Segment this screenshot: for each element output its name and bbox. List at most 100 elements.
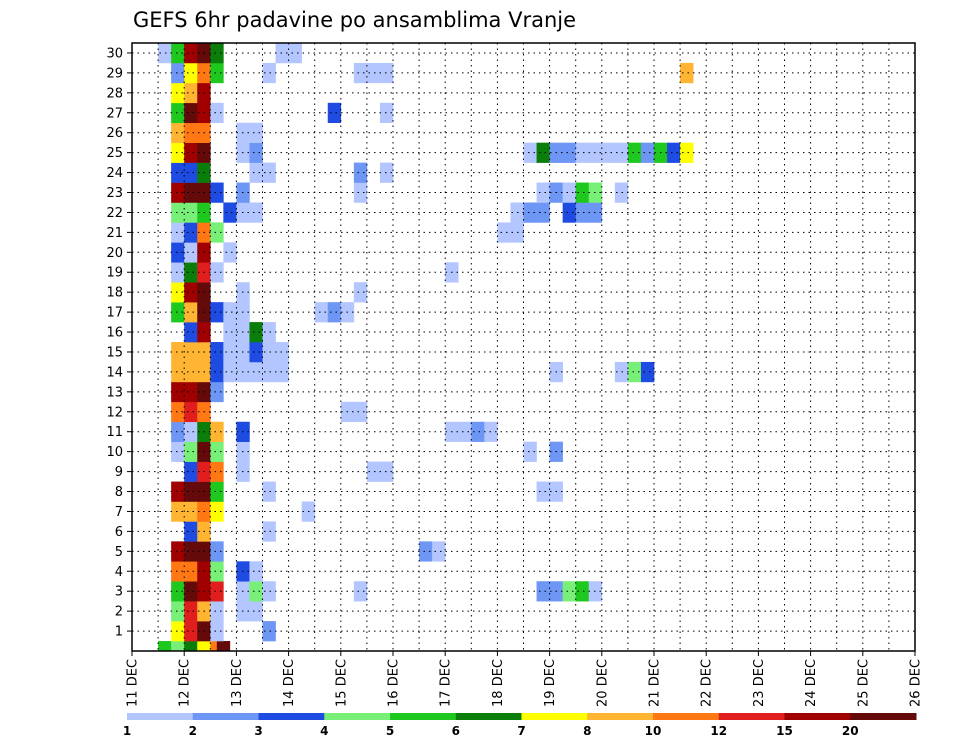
heatmap-cell <box>197 641 211 652</box>
x-tick-label: 24 DEC <box>804 659 819 707</box>
x-tick-label: 22 DEC <box>700 659 715 707</box>
heatmap-cell <box>171 142 185 163</box>
heatmap-cell <box>497 222 511 243</box>
heatmap-cell <box>327 302 342 323</box>
heatmap-cell <box>210 581 224 602</box>
colorbar-segment <box>390 713 457 720</box>
y-tick-label: 12 <box>106 405 123 420</box>
heatmap-cell <box>184 581 198 602</box>
y-tick-label: 8 <box>115 485 123 500</box>
x-tick-label: 12 DEC <box>178 659 193 707</box>
heatmap-cell <box>223 242 237 263</box>
heatmap-cell <box>523 142 537 163</box>
heatmap-cell <box>210 342 224 363</box>
colorbar-label: 3 <box>254 724 262 738</box>
heatmap-cell <box>353 401 368 423</box>
heatmap-cell <box>562 182 576 203</box>
colorbar-label: 10 <box>645 724 662 738</box>
x-axis-ticks: 11 DEC 12 DEC 13 DEC 14 DEC 15 DEC 16 DEC 17 D… <box>126 651 924 707</box>
heatmap-cell <box>184 102 198 124</box>
heatmap-cell <box>223 342 237 363</box>
heatmap-cell <box>680 62 694 84</box>
heatmap-cell <box>262 521 276 542</box>
heatmap-cell <box>184 561 198 582</box>
heatmap-cell <box>210 102 224 124</box>
heatmap-cell <box>471 421 485 442</box>
grid-lines <box>132 43 915 651</box>
heatmap-cell <box>249 342 263 363</box>
heatmap-cell <box>249 581 263 602</box>
heatmap-cell <box>184 222 198 243</box>
x-tick-label: 20 DEC <box>595 659 610 707</box>
heatmap-cell <box>262 621 276 642</box>
y-tick-label: 15 <box>106 345 123 360</box>
colorbar-segment <box>718 713 785 720</box>
heatmap-cell <box>210 541 224 562</box>
heatmap-cell <box>184 62 198 84</box>
heatmap-cell <box>366 62 381 84</box>
x-tick-label: 21 DEC <box>648 659 663 707</box>
heatmap-cell <box>432 541 446 562</box>
x-tick-label: 17 DEC <box>439 659 454 707</box>
heatmap-cell <box>575 142 590 163</box>
heatmap-cell <box>171 262 185 283</box>
heatmap-cell <box>210 621 224 642</box>
heatmap-cell <box>171 43 185 64</box>
colorbar-segment <box>324 713 391 720</box>
y-tick-label: 14 <box>106 365 123 380</box>
heatmap-cell <box>184 302 198 323</box>
heatmap-cell <box>184 202 198 223</box>
heatmap-cell <box>171 302 185 323</box>
heatmap-cell <box>353 282 368 303</box>
heatmap-cell <box>575 182 590 203</box>
x-tick-label: 14 DEC <box>282 659 297 707</box>
heatmap-cell <box>210 182 224 203</box>
heatmap-cell <box>184 282 198 303</box>
heatmap-cell <box>562 142 576 163</box>
heatmap-cell <box>627 361 642 383</box>
heatmap-cell <box>184 641 198 652</box>
heatmap-cell <box>262 342 276 363</box>
y-tick-label: 30 <box>106 46 123 61</box>
heatmap-cell <box>184 381 198 403</box>
colorbar-segment <box>455 713 522 720</box>
heatmap-cell <box>275 43 289 64</box>
heatmap-cell <box>249 122 263 143</box>
heatmap-cell <box>171 441 185 462</box>
heatmap-cell <box>536 142 550 163</box>
y-tick-label: 18 <box>106 286 123 301</box>
heatmap-cell <box>366 461 381 482</box>
heatmap-cell <box>210 262 224 283</box>
heatmap-cell <box>667 142 681 163</box>
heatmap-cell <box>184 421 198 442</box>
heatmap-cell <box>419 541 433 562</box>
y-tick-label: 7 <box>115 505 123 520</box>
x-tick-label: 25 DEC <box>856 659 871 707</box>
heatmap-cell <box>184 82 198 104</box>
heatmap-cell <box>288 43 302 64</box>
heatmap-cell <box>171 581 185 602</box>
heatmap-cell <box>184 401 198 423</box>
heatmap-cell <box>171 182 185 203</box>
heatmap-cell <box>536 182 550 203</box>
heatmap-cell <box>458 421 472 442</box>
colorbar-segment <box>258 713 325 720</box>
heatmap-cell <box>210 441 224 462</box>
y-tick-label: 16 <box>106 326 123 341</box>
y-tick-label: 21 <box>106 226 123 241</box>
x-tick-label: 16 DEC <box>387 659 402 707</box>
heatmap-cell <box>575 202 590 223</box>
x-tick-label: 26 DEC <box>909 659 924 707</box>
x-tick-label: 19 DEC <box>543 659 558 707</box>
x-tick-label: 11 DEC <box>126 659 141 707</box>
heatmap-cell <box>249 361 263 383</box>
heatmap-cell <box>184 461 198 482</box>
colorbar-label: 7 <box>517 724 525 738</box>
heatmap-cell <box>171 361 185 383</box>
heatmap-cell <box>171 601 185 622</box>
heatmap-cell <box>171 202 185 223</box>
heatmap-cell <box>223 322 237 343</box>
heatmap-cell <box>262 481 276 502</box>
heatmap-cell <box>171 621 185 642</box>
